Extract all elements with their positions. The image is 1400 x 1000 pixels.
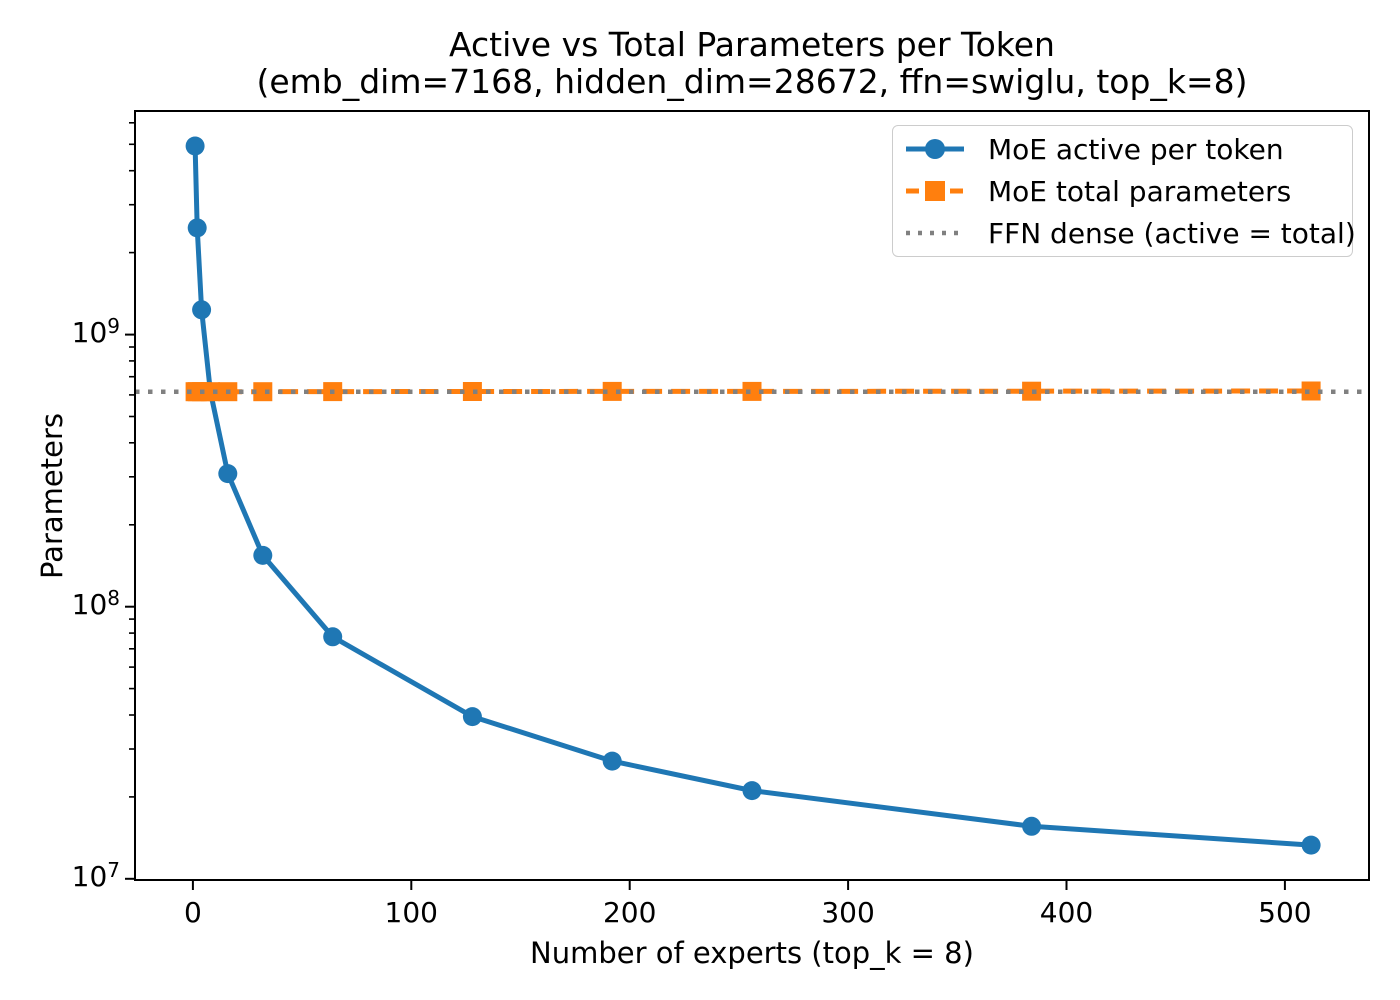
data-point-marker xyxy=(742,781,762,801)
series-moe-active-per-token xyxy=(185,136,1321,855)
data-point-marker xyxy=(602,751,622,771)
data-point-marker xyxy=(218,464,238,484)
x-tick-label: 100 xyxy=(384,896,438,929)
data-point-marker xyxy=(187,218,207,238)
y-axis-label: Parameters xyxy=(35,413,69,579)
legend-item: MoE total parameters xyxy=(906,170,1352,212)
legend-swatch-dash-square xyxy=(906,181,964,201)
data-point-marker xyxy=(200,382,220,402)
chart-title: Active vs Total Parameters per Token xyxy=(449,25,1055,64)
x-axis-label: Number of experts (top_k = 8) xyxy=(530,936,974,970)
circle-marker-icon xyxy=(925,139,945,159)
legend-label: MoE active per token xyxy=(988,132,1284,166)
data-point-marker xyxy=(1301,381,1321,401)
data-point-marker xyxy=(462,707,482,727)
axis-ticks xyxy=(125,333,1286,890)
x-tick-label: 300 xyxy=(821,896,875,929)
data-point-marker xyxy=(323,627,343,647)
axis-minor-ticks xyxy=(129,122,135,798)
x-tick-label: 400 xyxy=(1039,896,1094,929)
x-tick-label: 200 xyxy=(602,896,657,929)
data-point-marker xyxy=(1022,816,1042,836)
square-marker-icon xyxy=(925,181,945,201)
legend-item: FFN dense (active = total) xyxy=(906,212,1356,254)
data-point-marker xyxy=(253,382,273,402)
y-tick-label: 109 xyxy=(71,313,120,349)
chart-subtitle: (emb_dim=7168, hidden_dim=28672, ffn=swi… xyxy=(256,62,1248,101)
legend-item: MoE active per token xyxy=(906,128,1352,170)
x-tick-label: 0 xyxy=(183,896,202,929)
data-point-marker xyxy=(1022,381,1042,401)
series-line xyxy=(192,145,1312,848)
y-tick-label: 108 xyxy=(71,585,120,621)
data-point-marker xyxy=(602,381,622,401)
legend-label: MoE total parameters xyxy=(988,174,1292,208)
data-point-marker xyxy=(462,382,482,401)
data-point-marker xyxy=(253,545,273,565)
legend-label: FFN dense (active = total) xyxy=(988,216,1356,250)
legend-swatch-dotted xyxy=(906,230,964,236)
data-point-marker xyxy=(1301,835,1321,855)
x-tick-label: 500 xyxy=(1258,896,1312,929)
data-point-marker xyxy=(192,300,212,320)
legend-swatch-line-circle xyxy=(906,139,964,159)
data-point-marker xyxy=(185,136,205,156)
data-point-marker xyxy=(742,381,762,401)
y-tick-label: 107 xyxy=(71,857,120,893)
legend: MoE active per token MoE total parameter… xyxy=(892,125,1356,257)
axes-spines xyxy=(134,110,1370,881)
chart-title-block: Active vs Total Parameters per Token (em… xyxy=(135,26,1369,100)
